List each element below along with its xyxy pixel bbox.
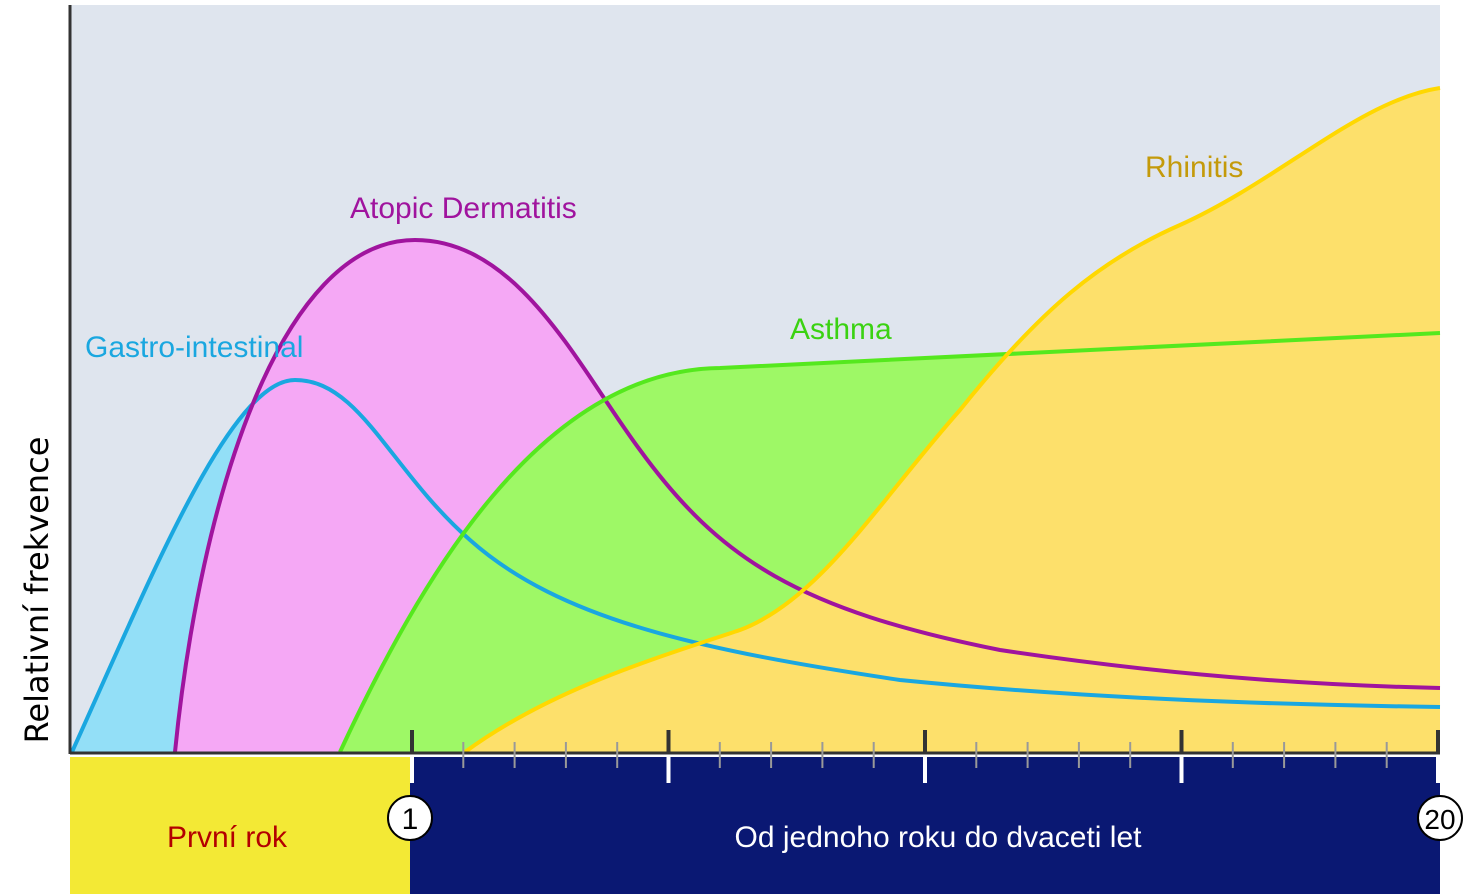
curve-label: Atopic Dermatitis — [350, 192, 577, 225]
rhinitis-line — [463, 86, 1441, 754]
band-label: Od jednoho roku do dvaceti let — [735, 821, 1143, 854]
curve-label: Gastro-intestinal — [85, 331, 303, 364]
dermatitis-line — [173, 237, 1441, 753]
marker-circle — [387, 795, 433, 841]
band-first-year — [70, 757, 410, 894]
marker-label: 20 — [1424, 804, 1455, 835]
asthma-line — [338, 331, 1441, 753]
y-axis-label: Relativní frekvence — [18, 437, 56, 744]
band-label: První rok — [167, 821, 288, 854]
curve-label: Asthma — [790, 313, 892, 346]
gastro-line — [70, 377, 1441, 753]
curve-label: Rhinitis — [1145, 151, 1243, 184]
marker-circle — [1417, 795, 1463, 841]
marker-label: 1 — [402, 803, 419, 836]
